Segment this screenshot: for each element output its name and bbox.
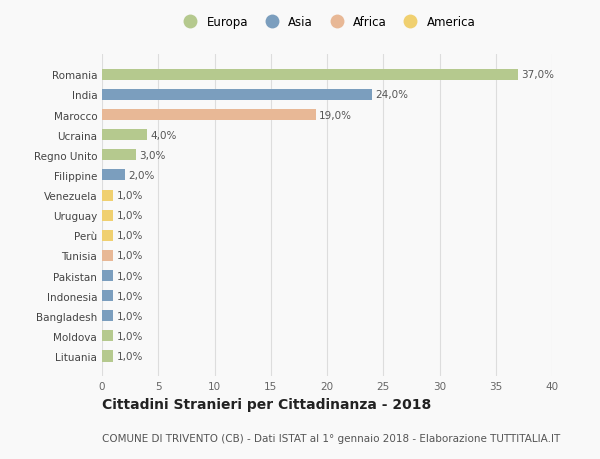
Legend: Europa, Asia, Africa, America: Europa, Asia, Africa, America xyxy=(178,16,476,29)
Text: Cittadini Stranieri per Cittadinanza - 2018: Cittadini Stranieri per Cittadinanza - 2… xyxy=(102,397,431,412)
Text: 37,0%: 37,0% xyxy=(521,70,554,80)
Bar xyxy=(102,130,147,141)
Text: 1,0%: 1,0% xyxy=(116,311,143,321)
Bar xyxy=(102,70,518,81)
Text: 1,0%: 1,0% xyxy=(116,231,143,241)
Bar xyxy=(102,230,113,241)
Text: 1,0%: 1,0% xyxy=(116,291,143,301)
Text: 1,0%: 1,0% xyxy=(116,271,143,281)
Text: 2,0%: 2,0% xyxy=(128,171,154,180)
Bar xyxy=(102,270,113,281)
Text: 19,0%: 19,0% xyxy=(319,110,352,120)
Text: COMUNE DI TRIVENTO (CB) - Dati ISTAT al 1° gennaio 2018 - Elaborazione TUTTITALI: COMUNE DI TRIVENTO (CB) - Dati ISTAT al … xyxy=(102,433,560,442)
Text: 24,0%: 24,0% xyxy=(376,90,409,100)
Text: 1,0%: 1,0% xyxy=(116,331,143,341)
Bar xyxy=(102,311,113,322)
Text: 4,0%: 4,0% xyxy=(151,130,177,140)
Bar xyxy=(102,330,113,341)
Bar xyxy=(102,250,113,262)
Bar xyxy=(102,90,372,101)
Text: 1,0%: 1,0% xyxy=(116,351,143,361)
Bar xyxy=(102,170,125,181)
Bar xyxy=(102,190,113,201)
Bar xyxy=(102,110,316,121)
Text: 3,0%: 3,0% xyxy=(139,151,166,161)
Text: 1,0%: 1,0% xyxy=(116,211,143,221)
Bar xyxy=(102,150,136,161)
Text: 1,0%: 1,0% xyxy=(116,190,143,201)
Bar xyxy=(102,291,113,302)
Bar xyxy=(102,351,113,362)
Text: 1,0%: 1,0% xyxy=(116,251,143,261)
Bar xyxy=(102,210,113,221)
